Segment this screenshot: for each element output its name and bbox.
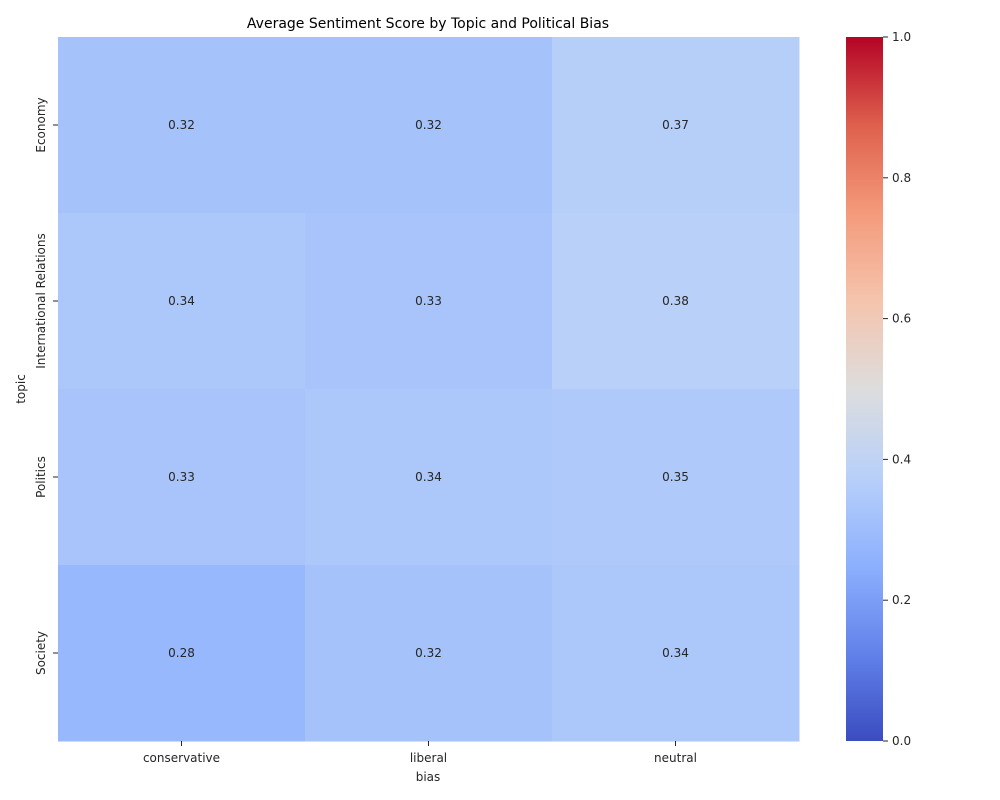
heatmap-cell <box>58 389 306 566</box>
heatmap-cells: 0.32 0.32 0.37 0.34 0.33 0.38 0.33 0.34 0.35 0.28… <box>58 37 800 742</box>
heatmap-cell <box>552 37 800 214</box>
cell-value-label: 0.34 <box>662 646 689 660</box>
cell-value-label: 0.34 <box>415 470 442 484</box>
x-tick-label: liberal <box>410 751 447 765</box>
x-axis-ticks: conservative liberal neutral <box>143 741 697 765</box>
y-tick-label: Economy <box>34 97 48 152</box>
heatmap-cell <box>552 213 800 390</box>
cell-value-label: 0.35 <box>662 470 689 484</box>
colorbar-gradient <box>846 37 883 741</box>
cell-value-label: 0.32 <box>168 118 195 132</box>
cell-value-label: 0.32 <box>415 646 442 660</box>
colorbar-tick-label: 0.4 <box>892 452 911 466</box>
cell-value-label: 0.33 <box>415 294 442 308</box>
y-tick-label: International Relations <box>34 233 48 369</box>
x-tick-label: conservative <box>143 751 220 765</box>
cell-value-label: 0.38 <box>662 294 689 308</box>
colorbar-ticks: 0.0 0.2 0.4 0.6 0.8 1.0 <box>883 30 911 748</box>
chart-title: Average Sentiment Score by Topic and Pol… <box>247 16 609 32</box>
colorbar-tick-label: 0.6 <box>892 312 911 326</box>
heatmap-cell <box>552 389 800 566</box>
cell-value-label: 0.28 <box>168 646 195 660</box>
cell-value-label: 0.37 <box>662 118 689 132</box>
colorbar-tick-label: 0.8 <box>892 171 911 185</box>
colorbar: 0.0 0.2 0.4 0.6 0.8 1.0 <box>846 30 911 748</box>
heatmap-cell <box>58 213 306 390</box>
y-axis-label: topic <box>14 374 28 404</box>
y-tick-label: Society <box>34 631 48 675</box>
y-axis-ticks: Economy International Relations Politics So… <box>34 97 58 675</box>
colorbar-tick-label: 0.0 <box>892 734 911 748</box>
heatmap-cell <box>552 565 800 742</box>
y-tick-label: Politics <box>34 456 48 498</box>
cell-value-label: 0.33 <box>168 470 195 484</box>
heatmap-cell <box>305 565 553 742</box>
heatmap-cell <box>58 565 306 742</box>
heatmap-cell <box>58 37 306 214</box>
heatmap-cell <box>305 213 553 390</box>
cell-value-label: 0.32 <box>415 118 442 132</box>
heatmap-cell <box>305 37 553 214</box>
colorbar-tick-label: 0.2 <box>892 593 911 607</box>
heatmap-cell <box>305 389 553 566</box>
x-tick-label: neutral <box>654 751 697 765</box>
colorbar-tick-label: 1.0 <box>892 30 911 44</box>
cell-value-label: 0.34 <box>168 294 195 308</box>
x-axis-label: bias <box>416 770 441 784</box>
